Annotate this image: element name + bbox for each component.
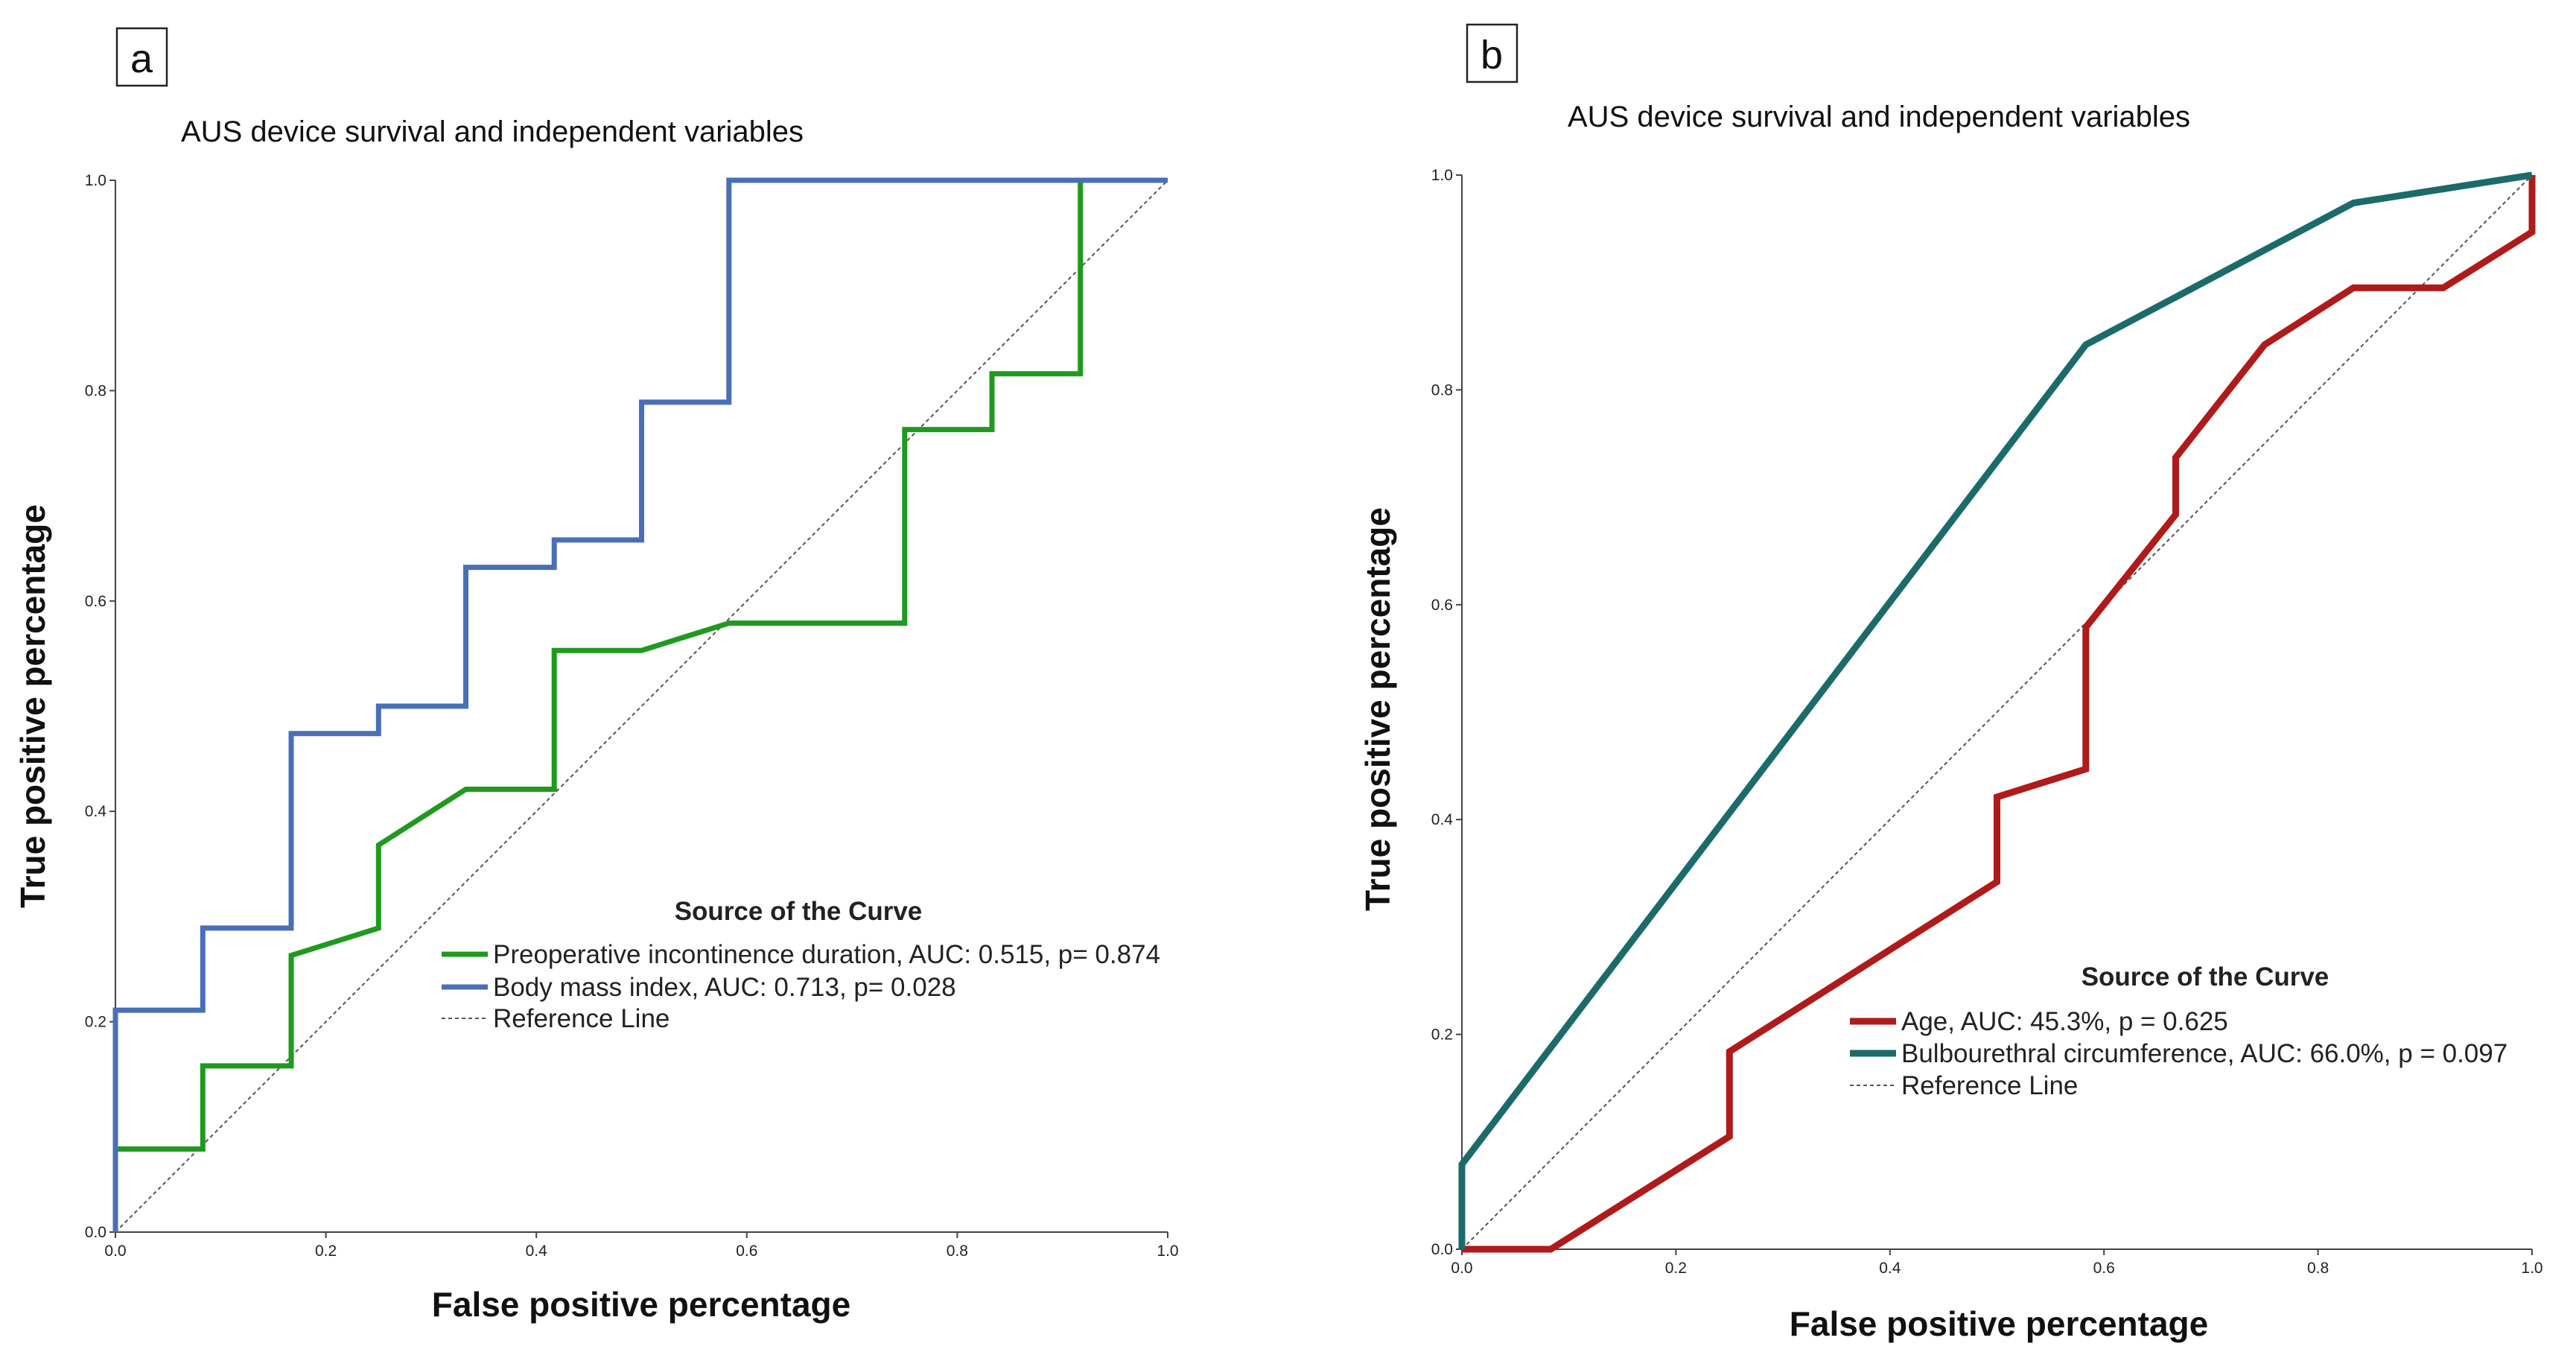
roc-curve-0	[1462, 175, 2536, 1253]
panel-b-title: AUS device survival and independent vari…	[1568, 101, 2190, 133]
panel-a-x-label: False positive percentage	[432, 1285, 850, 1324]
panel-b-legend-entry-2: Reference Line	[1901, 1071, 2078, 1100]
y-tick-label: 0.0	[1431, 1241, 1453, 1258]
y-tick-label: 0.4	[85, 803, 107, 820]
panel-b-legend: Source of the Curve Age, AUC: 45.3%, p =…	[1850, 962, 2507, 1100]
reference-line	[115, 180, 1168, 1233]
panel-b-legend-title: Source of the Curve	[2082, 962, 2329, 991]
y-tick-label: 0.6	[85, 593, 106, 610]
panel-b-legend-entry-1: Bulbourethral circumference, AUC: 66.0%,…	[1901, 1039, 2507, 1068]
panel-a-legend: Source of the Curve Preoperative inconti…	[442, 897, 1160, 1033]
panel-b-letter-box	[1466, 23, 1518, 83]
x-tick-label: 0.8	[947, 1243, 968, 1260]
roc-curve-1	[1458, 171, 2533, 1249]
panel-a-legend-entry-1: Body mass index, AUC: 0.713, p= 0.028	[493, 973, 956, 1002]
x-tick-label: 0.0	[1451, 1260, 1472, 1277]
y-tick-label: 0.2	[1431, 1026, 1453, 1044]
panel-a-x-ticks: 0.0 0.2 0.4 0.6 0.8 1.0	[104, 1232, 1179, 1260]
y-tick-label: 1.0	[1431, 167, 1453, 184]
x-tick-label: 1.0	[1157, 1243, 1178, 1260]
panel-a-letter-box	[115, 27, 168, 87]
panel-b-series	[1458, 171, 2536, 1253]
x-tick-label: 0.0	[104, 1243, 126, 1260]
panel-a: a AUS device survival and independent va…	[13, 27, 1179, 1324]
panel-a-y-label: True positive percentage	[13, 504, 52, 908]
roc-curve-1	[112, 177, 1168, 1232]
panel-a-legend-entry-2: Reference Line	[493, 1004, 670, 1033]
panel-a-legend-title: Source of the Curve	[675, 897, 923, 926]
x-tick-label: 0.4	[526, 1243, 548, 1260]
panel-a-y-ticks: 0.0 0.2 0.4 0.6 0.8 1.0	[85, 172, 115, 1241]
reference-line	[1461, 174, 2533, 1250]
panel-a-title: AUS device survival and independent vari…	[181, 115, 804, 148]
y-tick-label: 0.6	[1431, 597, 1453, 614]
x-tick-label: 1.0	[2521, 1260, 2542, 1277]
y-tick-label: 1.0	[85, 172, 106, 189]
x-tick-label: 0.4	[1879, 1260, 1901, 1277]
panel-a-letter: a	[130, 37, 153, 81]
panel-a-legend-entry-0: Preoperative incontinence duration, AUC:…	[493, 940, 1160, 969]
panel-b-x-label: False positive percentage	[1790, 1304, 2208, 1343]
x-tick-label: 0.2	[315, 1243, 337, 1260]
y-tick-label: 0.8	[1431, 381, 1453, 399]
panel-b-y-ticks: 0.0 0.2 0.4 0.6 0.8 1.0	[1431, 167, 1462, 1258]
x-tick-label: 0.6	[736, 1243, 757, 1260]
y-tick-label: 0.0	[85, 1224, 106, 1241]
panel-b-legend-entry-0: Age, AUC: 45.3%, p = 0.625	[1901, 1007, 2228, 1036]
y-tick-label: 0.4	[1431, 811, 1454, 828]
y-tick-label: 0.2	[85, 1014, 106, 1031]
roc-curve-0	[112, 180, 1084, 1232]
x-tick-label: 0.8	[2307, 1260, 2329, 1277]
panel-a-series	[112, 177, 1168, 1233]
panel-b: b AUS device survival and independent va…	[1358, 23, 2543, 1343]
x-tick-label: 0.6	[2093, 1260, 2115, 1277]
x-tick-label: 0.2	[1665, 1260, 1687, 1277]
panel-b-letter: b	[1481, 33, 1503, 77]
y-tick-label: 0.8	[85, 382, 106, 399]
panel-b-y-label: True positive percentage	[1358, 507, 1397, 911]
panel-b-x-ticks: 0.0 0.2 0.4 0.6 0.8 1.0	[1451, 1249, 2543, 1277]
